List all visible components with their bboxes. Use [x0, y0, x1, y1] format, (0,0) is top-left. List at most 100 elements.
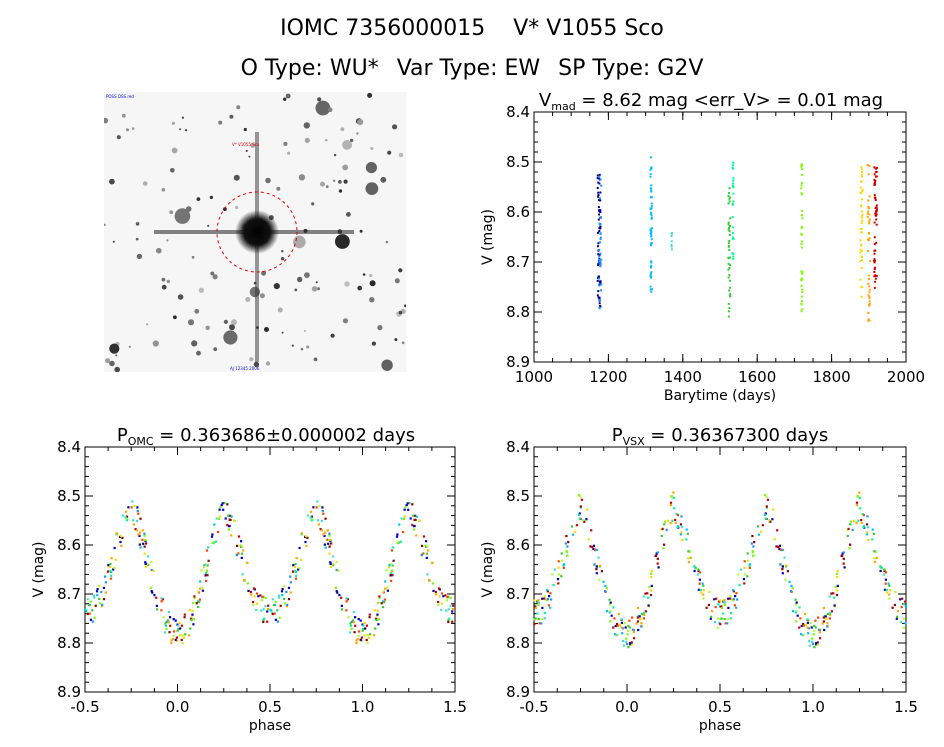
data-point — [597, 231, 599, 234]
data-point — [592, 544, 595, 547]
data-point — [211, 542, 214, 545]
data-point — [445, 599, 448, 602]
data-point — [702, 593, 705, 596]
y-tick-label: 8.9 — [506, 353, 530, 371]
data-point — [541, 597, 544, 600]
data-point — [615, 634, 618, 637]
data-point — [183, 613, 186, 616]
data-point — [806, 626, 809, 629]
data-point — [168, 631, 171, 634]
data-point — [833, 604, 836, 607]
data-point — [826, 613, 829, 616]
data-point — [794, 598, 797, 601]
data-point — [438, 595, 441, 598]
data-point — [801, 181, 803, 184]
data-point — [624, 626, 627, 629]
data-point — [629, 643, 632, 646]
data-point — [727, 262, 730, 265]
x-tick-label: 1.5 — [443, 698, 467, 716]
data-point — [597, 218, 600, 221]
data-point — [600, 283, 603, 286]
data-point — [832, 592, 835, 595]
data-point — [286, 603, 289, 606]
data-point — [571, 533, 574, 536]
data-point — [598, 275, 600, 278]
data-point — [650, 216, 653, 219]
data-point — [640, 625, 643, 628]
data-point — [698, 571, 701, 574]
data-point — [85, 609, 88, 612]
data-point — [685, 538, 688, 541]
data-point — [763, 513, 767, 516]
data-point — [451, 608, 454, 611]
y-tick-label: 8.5 — [57, 487, 81, 505]
data-point — [578, 493, 581, 497]
data-point — [728, 227, 731, 229]
y-tick-label: 8.6 — [506, 536, 530, 554]
data-point — [192, 623, 195, 626]
data-point — [731, 202, 734, 205]
data-point — [597, 253, 600, 256]
data-point — [330, 542, 333, 545]
data-point — [139, 546, 142, 549]
data-point — [862, 514, 865, 517]
data-point — [138, 543, 141, 546]
data-point — [595, 568, 598, 571]
data-point — [86, 612, 89, 616]
data-point — [261, 596, 264, 599]
data-point — [636, 606, 639, 610]
x-tick-label: 1.0 — [801, 698, 825, 716]
data-point — [868, 291, 871, 294]
data-point — [804, 624, 807, 627]
data-point — [726, 622, 729, 625]
data-point — [355, 639, 358, 642]
data-point — [868, 218, 871, 221]
field-star — [276, 186, 281, 191]
data-point — [170, 641, 173, 645]
data-point — [180, 638, 183, 642]
data-point — [178, 634, 181, 637]
field-star — [248, 155, 251, 158]
data-point — [534, 606, 537, 610]
data-point — [136, 506, 139, 509]
data-point — [875, 208, 878, 211]
data-point — [860, 222, 863, 224]
data-point — [875, 556, 878, 559]
data-point — [625, 640, 628, 643]
data-point — [873, 236, 876, 239]
data-point — [867, 205, 870, 208]
data-point — [135, 519, 139, 522]
data-point — [188, 609, 191, 612]
field-star — [205, 325, 210, 330]
field-stars — [104, 92, 406, 372]
data-point — [144, 565, 147, 568]
data-point — [800, 165, 803, 168]
sp-type: SP Type: G2V — [558, 56, 704, 81]
data-point — [204, 574, 207, 577]
data-point — [252, 600, 255, 604]
data-point — [213, 523, 216, 526]
field-star — [283, 141, 288, 146]
data-point — [365, 638, 368, 642]
data-point — [875, 241, 878, 244]
data-point — [655, 552, 658, 555]
data-point — [835, 593, 839, 597]
field-star — [304, 137, 310, 143]
data-point — [779, 563, 782, 566]
data-point — [104, 581, 107, 584]
data-point — [119, 535, 122, 538]
data-point — [543, 597, 546, 600]
data-point — [596, 187, 599, 189]
data-point — [207, 546, 210, 549]
data-point — [861, 175, 864, 178]
data-point — [761, 524, 764, 527]
field-star — [209, 195, 214, 200]
data-point — [614, 633, 617, 636]
data-point — [650, 214, 653, 217]
data-point — [859, 507, 862, 510]
data-point — [676, 514, 679, 517]
data-point — [310, 515, 314, 518]
data-point — [180, 624, 183, 627]
data-point — [255, 592, 259, 595]
